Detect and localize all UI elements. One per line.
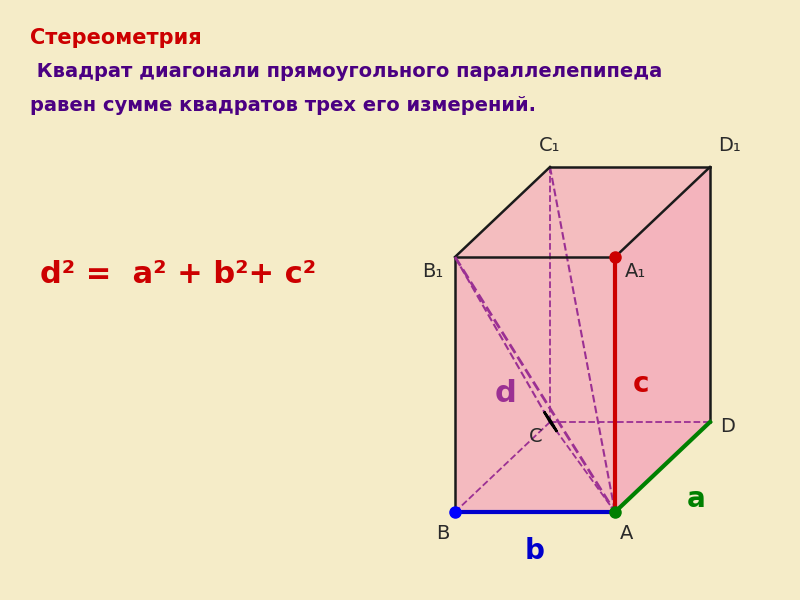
Text: C: C [528,427,542,446]
Text: A₁: A₁ [625,262,646,281]
Text: равен сумме квадратов трех его измерений.: равен сумме квадратов трех его измерений… [30,96,536,115]
Text: B₁: B₁ [422,262,443,281]
Text: a: a [687,485,706,513]
Text: d: d [494,379,516,409]
Text: b: b [525,537,545,565]
Text: D₁: D₁ [718,136,741,155]
Text: B: B [437,524,450,543]
Polygon shape [455,167,710,257]
Text: Квадрат диагонали прямоугольного параллелепипеда: Квадрат диагонали прямоугольного паралле… [30,62,662,81]
Text: A: A [620,524,634,543]
Text: c: c [633,370,650,398]
Text: D: D [720,418,735,437]
Polygon shape [615,167,710,512]
Polygon shape [455,257,615,512]
Text: d² =  a² + b²+ c²: d² = a² + b²+ c² [40,260,316,289]
Text: C₁: C₁ [539,136,561,155]
Text: Стереометрия: Стереометрия [30,28,202,48]
